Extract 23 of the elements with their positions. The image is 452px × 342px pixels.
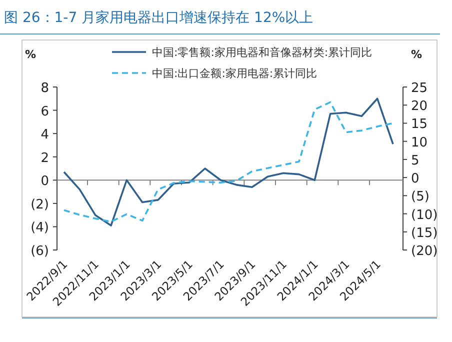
chart-title: 图 26：1-7 月家用电器出口增速保持在 12%以上 [4,10,314,26]
y-tick-label: (2) [30,197,49,212]
y2-tick-label: 0 [411,172,420,187]
y-tick-label: 6 [40,104,49,120]
y2-tick-label: (20) [411,244,438,259]
y-tick-label: 8 [40,81,49,96]
y2-tick-label: 20 [411,99,428,114]
legend-label: 中国:零售额:家用电器和音像器材类:累计同比 [152,46,372,59]
y2-tick-label: 5 [411,153,420,168]
y2-tick-label: 15 [411,117,428,132]
y2-tick-label: (10) [411,208,438,223]
y-tick-label: 0 [40,174,49,190]
legend-label: 中国:出口金额:家用电器:累计同比 [152,67,318,80]
y2-axis-title: % [411,48,422,61]
y2-tick-label: 10 [411,135,428,150]
y-tick-label: (4) [30,220,49,236]
y2-tick-label: (15) [411,226,438,241]
y-axis-title: % [25,48,36,61]
y2-tick-label: 25 [411,81,428,96]
y-tick-label: 2 [40,150,49,166]
y-tick-label: 4 [40,128,49,143]
y-tick-label: (6) [30,244,49,259]
y2-tick-label: (5) [411,190,430,205]
